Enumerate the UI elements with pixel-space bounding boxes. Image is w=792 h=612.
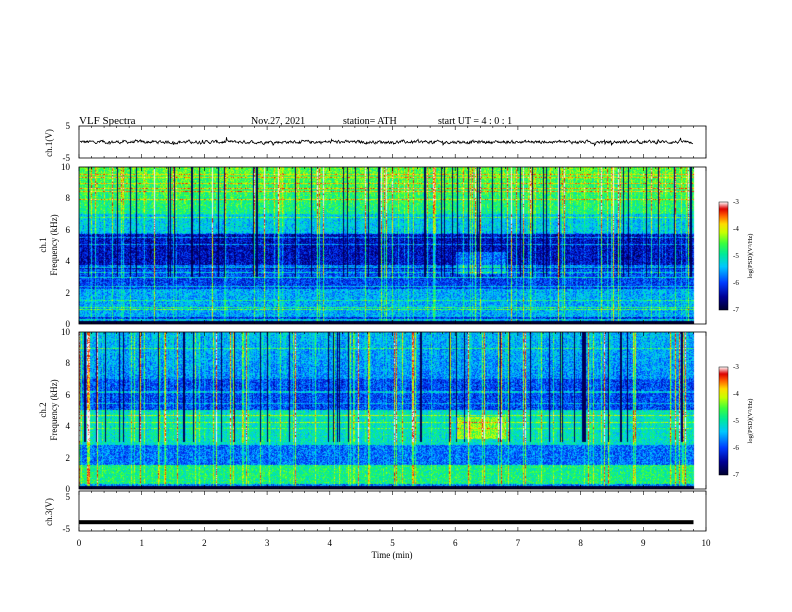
ch2-colorbar-holder — [719, 367, 728, 475]
ch3-waveform-xticks — [78, 491, 707, 531]
ch1-freq-tick-6: 6 — [66, 225, 71, 235]
ch1-ytick-top: 5 — [66, 121, 71, 131]
ch1-colorbar-label: log(PSD)(V²/Hz) — [747, 234, 754, 279]
time-tick-label: 7 — [516, 538, 521, 548]
station-label: station= ATH — [343, 116, 397, 127]
ch2-spectrogram-image — [79, 332, 706, 489]
ch1-spectrogram-xticks — [78, 167, 707, 324]
figure-title: VLF Spectra — [79, 115, 136, 127]
ch1-spectrogram-yticks: 0 2 4 6 8 10 — [61, 162, 71, 329]
ch1-colorbar-holder — [719, 202, 728, 310]
ch2-cb-tick-m6: -6 — [733, 444, 739, 452]
time-tick-label: 3 — [265, 538, 270, 548]
start-ut-label: start UT = 4 : 0 : 1 — [438, 116, 512, 127]
ch3-ytick-bottom: -5 — [63, 524, 71, 534]
ch2-freq-tick-2: 2 — [66, 453, 71, 463]
ch3-ylabel: ch.3(V) — [44, 498, 54, 526]
time-tick-label: 4 — [328, 538, 333, 548]
ch3-waveform-panel: 5 -5 ch.3(V) — [44, 490, 707, 534]
ch2-cb-tick-m3: -3 — [733, 363, 739, 371]
ch1-freq-tick-10: 10 — [61, 162, 71, 172]
ch2-spectrogram-xticks — [78, 332, 707, 489]
ch1-freq-tick-8: 8 — [66, 193, 71, 203]
ch1-cb-tick-m4: -4 — [733, 225, 739, 233]
ch3-waveform-line — [79, 520, 694, 525]
ch1-ylabel: ch.1(V) — [44, 129, 54, 157]
ch1-cb-tick-m7: -7 — [733, 306, 739, 314]
ch1-cb-tick-m5: -5 — [733, 252, 739, 260]
ch2-colorbar-label: log(PSD)(V²/Hz) — [747, 399, 754, 444]
ch2-freq-tick-4: 4 — [66, 421, 71, 431]
ch1-freq-tick-0: 0 — [66, 319, 71, 329]
time-tick-label: 0 — [77, 538, 82, 548]
ch1-colorbar-frame — [718, 201, 729, 311]
ch2-spectrogram-image-holder — [79, 332, 706, 489]
ch2-cb-tick-m5: -5 — [733, 417, 739, 425]
ch2-freq-tick-8: 8 — [66, 358, 71, 368]
ch2-spectrogram-panel: 0 2 4 6 8 10 ch.2 Frequency (kHz) -3 -4 … — [38, 327, 754, 494]
ch1-colorbar — [719, 202, 728, 310]
ch1-freq-tick-4: 4 — [66, 256, 71, 266]
ch1-spectrogram-panel: 0 2 4 6 8 10 ch.1 Frequency (kHz) -3 -4 … — [38, 162, 754, 329]
time-tick-label: 8 — [578, 538, 583, 548]
ch2-freq-tick-0: 0 — [66, 484, 71, 494]
ch1-spectrogram-ylabel: ch.1 — [38, 237, 48, 252]
ch2-cb-tick-m7: -7 — [733, 471, 739, 479]
ch2-frequency-label: Frequency (kHz) — [49, 379, 59, 440]
time-axis-label: Time (min) — [372, 550, 413, 560]
ch2-cb-tick-m4: -4 — [733, 390, 739, 398]
time-tick-label: 9 — [641, 538, 646, 548]
time-tick-label: 2 — [202, 538, 207, 548]
ch1-freq-tick-2: 2 — [66, 288, 71, 298]
ch2-colorbar-frame — [718, 366, 729, 476]
ch3-ytick-top: 5 — [66, 492, 71, 502]
ch2-freq-tick-10: 10 — [61, 327, 71, 337]
time-tick-label: 6 — [453, 538, 458, 548]
ch1-cb-tick-m6: -6 — [733, 279, 739, 287]
ch2-colorbar — [719, 367, 728, 475]
ch1-frequency-label: Frequency (kHz) — [49, 214, 59, 275]
date-label: Nov.27, 2021 — [251, 116, 305, 127]
ch1-waveform-panel: 5 -5 ch.1(V) — [44, 121, 707, 163]
ch3-waveform-frame — [78, 490, 707, 532]
time-tick-label: 5 — [390, 538, 395, 548]
ch2-spectrogram-yticks: 0 2 4 6 8 10 — [61, 327, 71, 494]
ch1-spectrogram-image-holder — [79, 167, 706, 324]
ch1-waveform-xticks — [78, 126, 707, 158]
time-tick-label: 1 — [139, 538, 144, 548]
ch1-cb-tick-m3: -3 — [733, 198, 739, 206]
time-axis-tick-labels: 0 1 2 3 4 5 6 7 8 9 10 — [77, 538, 711, 548]
time-tick-label: 10 — [702, 538, 712, 548]
ch2-freq-tick-6: 6 — [66, 390, 71, 400]
ch1-spectrogram-image — [79, 167, 706, 324]
ch1-waveform-line — [79, 137, 694, 147]
ch1-ytick-bottom: -5 — [63, 153, 71, 163]
ch2-spectrogram-ylabel: ch.2 — [38, 402, 48, 417]
